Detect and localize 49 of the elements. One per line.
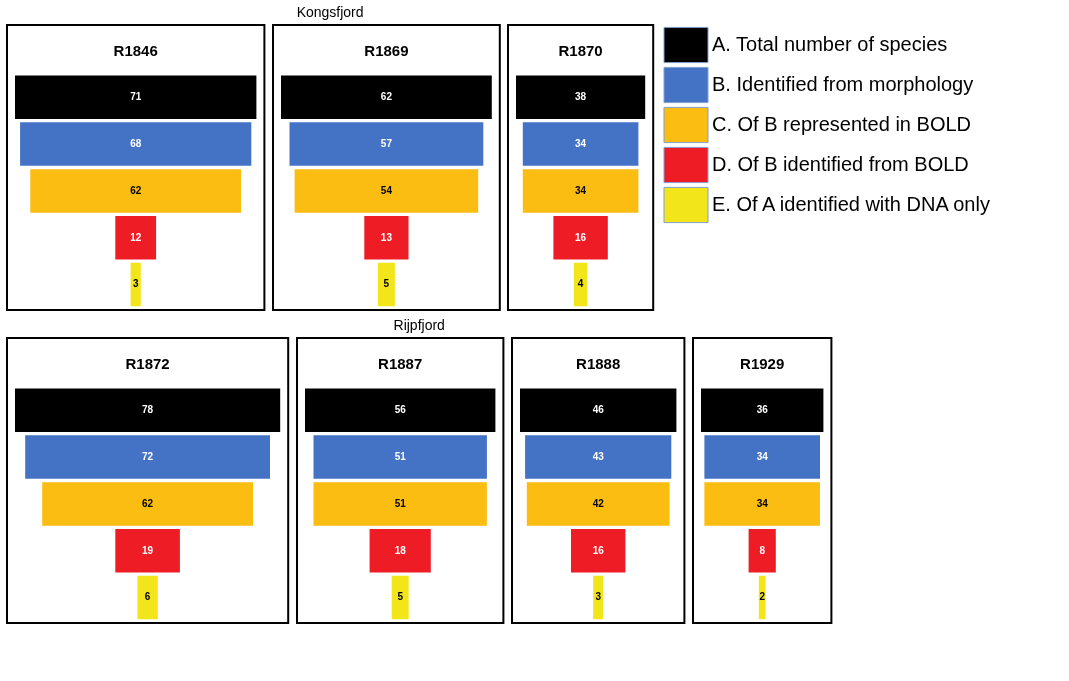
data-label: 34 xyxy=(756,451,769,463)
data-label: 51 xyxy=(394,497,407,509)
data-label: 68 xyxy=(130,138,142,150)
data-label: 16 xyxy=(592,544,605,556)
data-label: 62 xyxy=(380,91,393,103)
data-label: 38 xyxy=(575,91,587,103)
data-label: 5 xyxy=(397,591,404,603)
data-label: 51 xyxy=(394,451,407,463)
data-label: 4 xyxy=(577,278,584,290)
data-label: 3 xyxy=(595,591,602,603)
category-label: R1887 xyxy=(378,354,423,372)
data-label: 18 xyxy=(394,544,407,556)
data-label: 3 xyxy=(132,278,139,290)
data-label: 71 xyxy=(130,91,142,103)
category-label: R1870 xyxy=(558,41,603,59)
data-label: 54 xyxy=(380,184,393,196)
data-label: 42 xyxy=(592,497,605,509)
category-label: R1929 xyxy=(740,354,785,372)
data-label: 56 xyxy=(394,404,407,416)
data-label: 8 xyxy=(759,544,766,556)
data-label: 72 xyxy=(142,451,154,463)
category-label: R1888 xyxy=(576,354,621,372)
legend-label: D. Of B identified from BOLD xyxy=(712,153,969,175)
data-label: 62 xyxy=(142,497,154,509)
data-label: 19 xyxy=(142,544,154,556)
legend-label: B. Identified from morphology xyxy=(712,73,974,95)
data-label: 12 xyxy=(130,231,142,243)
data-label: 5 xyxy=(383,278,390,290)
legend-label: E. Of A identified with DNA only xyxy=(712,193,990,215)
data-label: 34 xyxy=(575,138,587,150)
data-label: 16 xyxy=(575,231,587,243)
data-label: 13 xyxy=(380,231,393,243)
data-label: 34 xyxy=(756,497,769,509)
data-label: 36 xyxy=(756,404,769,416)
data-label: 34 xyxy=(575,184,587,196)
data-label: 46 xyxy=(592,404,605,416)
data-label: 78 xyxy=(142,404,154,416)
category-label: R1846 xyxy=(113,41,158,59)
text: Kongsfjord xyxy=(296,4,364,20)
legend-label: A. Total number of species xyxy=(712,33,948,55)
data-label: 57 xyxy=(380,138,393,150)
category-label: R1872 xyxy=(125,354,170,372)
category-label: R1869 xyxy=(364,41,409,59)
data-label: 6 xyxy=(144,591,151,603)
legend-label: C. Of B represented in BOLD xyxy=(712,113,972,135)
data-label: 62 xyxy=(130,184,142,196)
text: Rijpfjord xyxy=(393,317,445,333)
data-label: 2 xyxy=(759,591,766,603)
data-label: 43 xyxy=(592,451,605,463)
